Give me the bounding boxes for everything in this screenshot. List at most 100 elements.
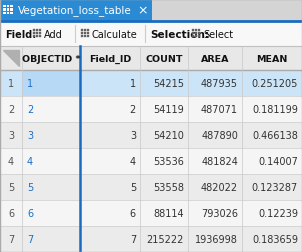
Text: 481824: 481824: [201, 156, 238, 166]
Text: ×: ×: [138, 5, 148, 17]
Bar: [22, 71, 80, 97]
Text: OBJECTID *: OBJECTID *: [22, 54, 80, 63]
Bar: [7, 9, 9, 11]
Bar: [39, 36, 41, 38]
Text: 0.466138: 0.466138: [252, 131, 298, 140]
Text: Vegetation_loss_table: Vegetation_loss_table: [18, 6, 132, 16]
Bar: [39, 30, 41, 32]
Bar: [33, 33, 35, 35]
Text: 1: 1: [130, 79, 136, 89]
Bar: [87, 36, 89, 38]
Text: 1: 1: [8, 79, 14, 89]
Text: 487071: 487071: [201, 105, 238, 115]
Text: 2: 2: [27, 105, 33, 115]
Text: 4: 4: [130, 156, 136, 166]
Bar: [198, 30, 200, 32]
Text: 7: 7: [130, 234, 136, 244]
Text: Field:: Field:: [5, 29, 36, 39]
Text: 487890: 487890: [201, 131, 238, 140]
Text: 6: 6: [130, 208, 136, 218]
Text: 88114: 88114: [153, 208, 184, 218]
Bar: [0, 71, 302, 97]
Text: 6: 6: [27, 208, 33, 218]
Bar: [192, 33, 194, 35]
Bar: [0, 47, 302, 252]
Bar: [36, 30, 38, 32]
Bar: [0, 97, 302, 122]
Text: Field_ID: Field_ID: [89, 54, 131, 63]
Text: 482022: 482022: [201, 182, 238, 192]
Text: 0.14007: 0.14007: [258, 156, 298, 166]
Text: 0.183659: 0.183659: [252, 234, 298, 244]
Text: Add: Add: [44, 29, 63, 39]
Bar: [84, 30, 86, 32]
Bar: [10, 6, 12, 8]
Bar: [195, 36, 197, 38]
Text: 53536: 53536: [153, 156, 184, 166]
Bar: [87, 33, 89, 35]
Bar: [7, 12, 9, 15]
Bar: [0, 148, 302, 174]
Bar: [10, 9, 12, 11]
Text: 3: 3: [8, 131, 14, 140]
Text: 54119: 54119: [153, 105, 184, 115]
Text: 487935: 487935: [201, 79, 238, 89]
Bar: [3, 6, 5, 8]
Text: 0.251205: 0.251205: [252, 79, 298, 89]
Text: 4: 4: [27, 156, 33, 166]
Bar: [0, 200, 302, 226]
Text: 6: 6: [8, 208, 14, 218]
Text: 54215: 54215: [153, 79, 184, 89]
Bar: [0, 122, 302, 148]
Bar: [198, 36, 200, 38]
Text: 2: 2: [130, 105, 136, 115]
Bar: [84, 36, 86, 38]
Text: 215222: 215222: [147, 234, 184, 244]
Text: 7: 7: [27, 234, 33, 244]
Bar: [198, 33, 200, 35]
Bar: [84, 33, 86, 35]
Text: 793026: 793026: [201, 208, 238, 218]
Bar: [0, 0, 152, 22]
Bar: [7, 6, 9, 8]
Bar: [3, 12, 5, 15]
Text: 53558: 53558: [153, 182, 184, 192]
Text: 54210: 54210: [153, 131, 184, 140]
Text: 7: 7: [8, 234, 14, 244]
Text: COUNT: COUNT: [145, 54, 183, 63]
Text: 0.12239: 0.12239: [258, 208, 298, 218]
Bar: [10, 12, 12, 15]
Text: 5: 5: [130, 182, 136, 192]
Bar: [195, 30, 197, 32]
Bar: [192, 30, 194, 32]
Bar: [87, 30, 89, 32]
Bar: [81, 36, 83, 38]
Bar: [0, 226, 302, 252]
Text: 0.123287: 0.123287: [252, 182, 298, 192]
Text: MEAN: MEAN: [256, 54, 288, 63]
Text: 3: 3: [130, 131, 136, 140]
Bar: [3, 9, 5, 11]
Text: 3: 3: [27, 131, 33, 140]
Bar: [39, 33, 41, 35]
Text: Select: Select: [203, 29, 233, 39]
Polygon shape: [3, 51, 19, 67]
Bar: [36, 36, 38, 38]
Bar: [0, 22, 302, 47]
Bar: [0, 174, 302, 200]
Text: 5: 5: [27, 182, 33, 192]
Bar: [81, 33, 83, 35]
Bar: [36, 33, 38, 35]
Bar: [33, 30, 35, 32]
Bar: [152, 0, 302, 22]
Text: Selection:: Selection:: [150, 29, 209, 39]
Text: AREA: AREA: [201, 54, 229, 63]
Text: 5: 5: [8, 182, 14, 192]
Bar: [81, 30, 83, 32]
Bar: [195, 33, 197, 35]
Bar: [33, 36, 35, 38]
Text: 1936998: 1936998: [195, 234, 238, 244]
Bar: [0, 47, 302, 71]
Text: Calculate: Calculate: [92, 29, 138, 39]
Bar: [192, 36, 194, 38]
